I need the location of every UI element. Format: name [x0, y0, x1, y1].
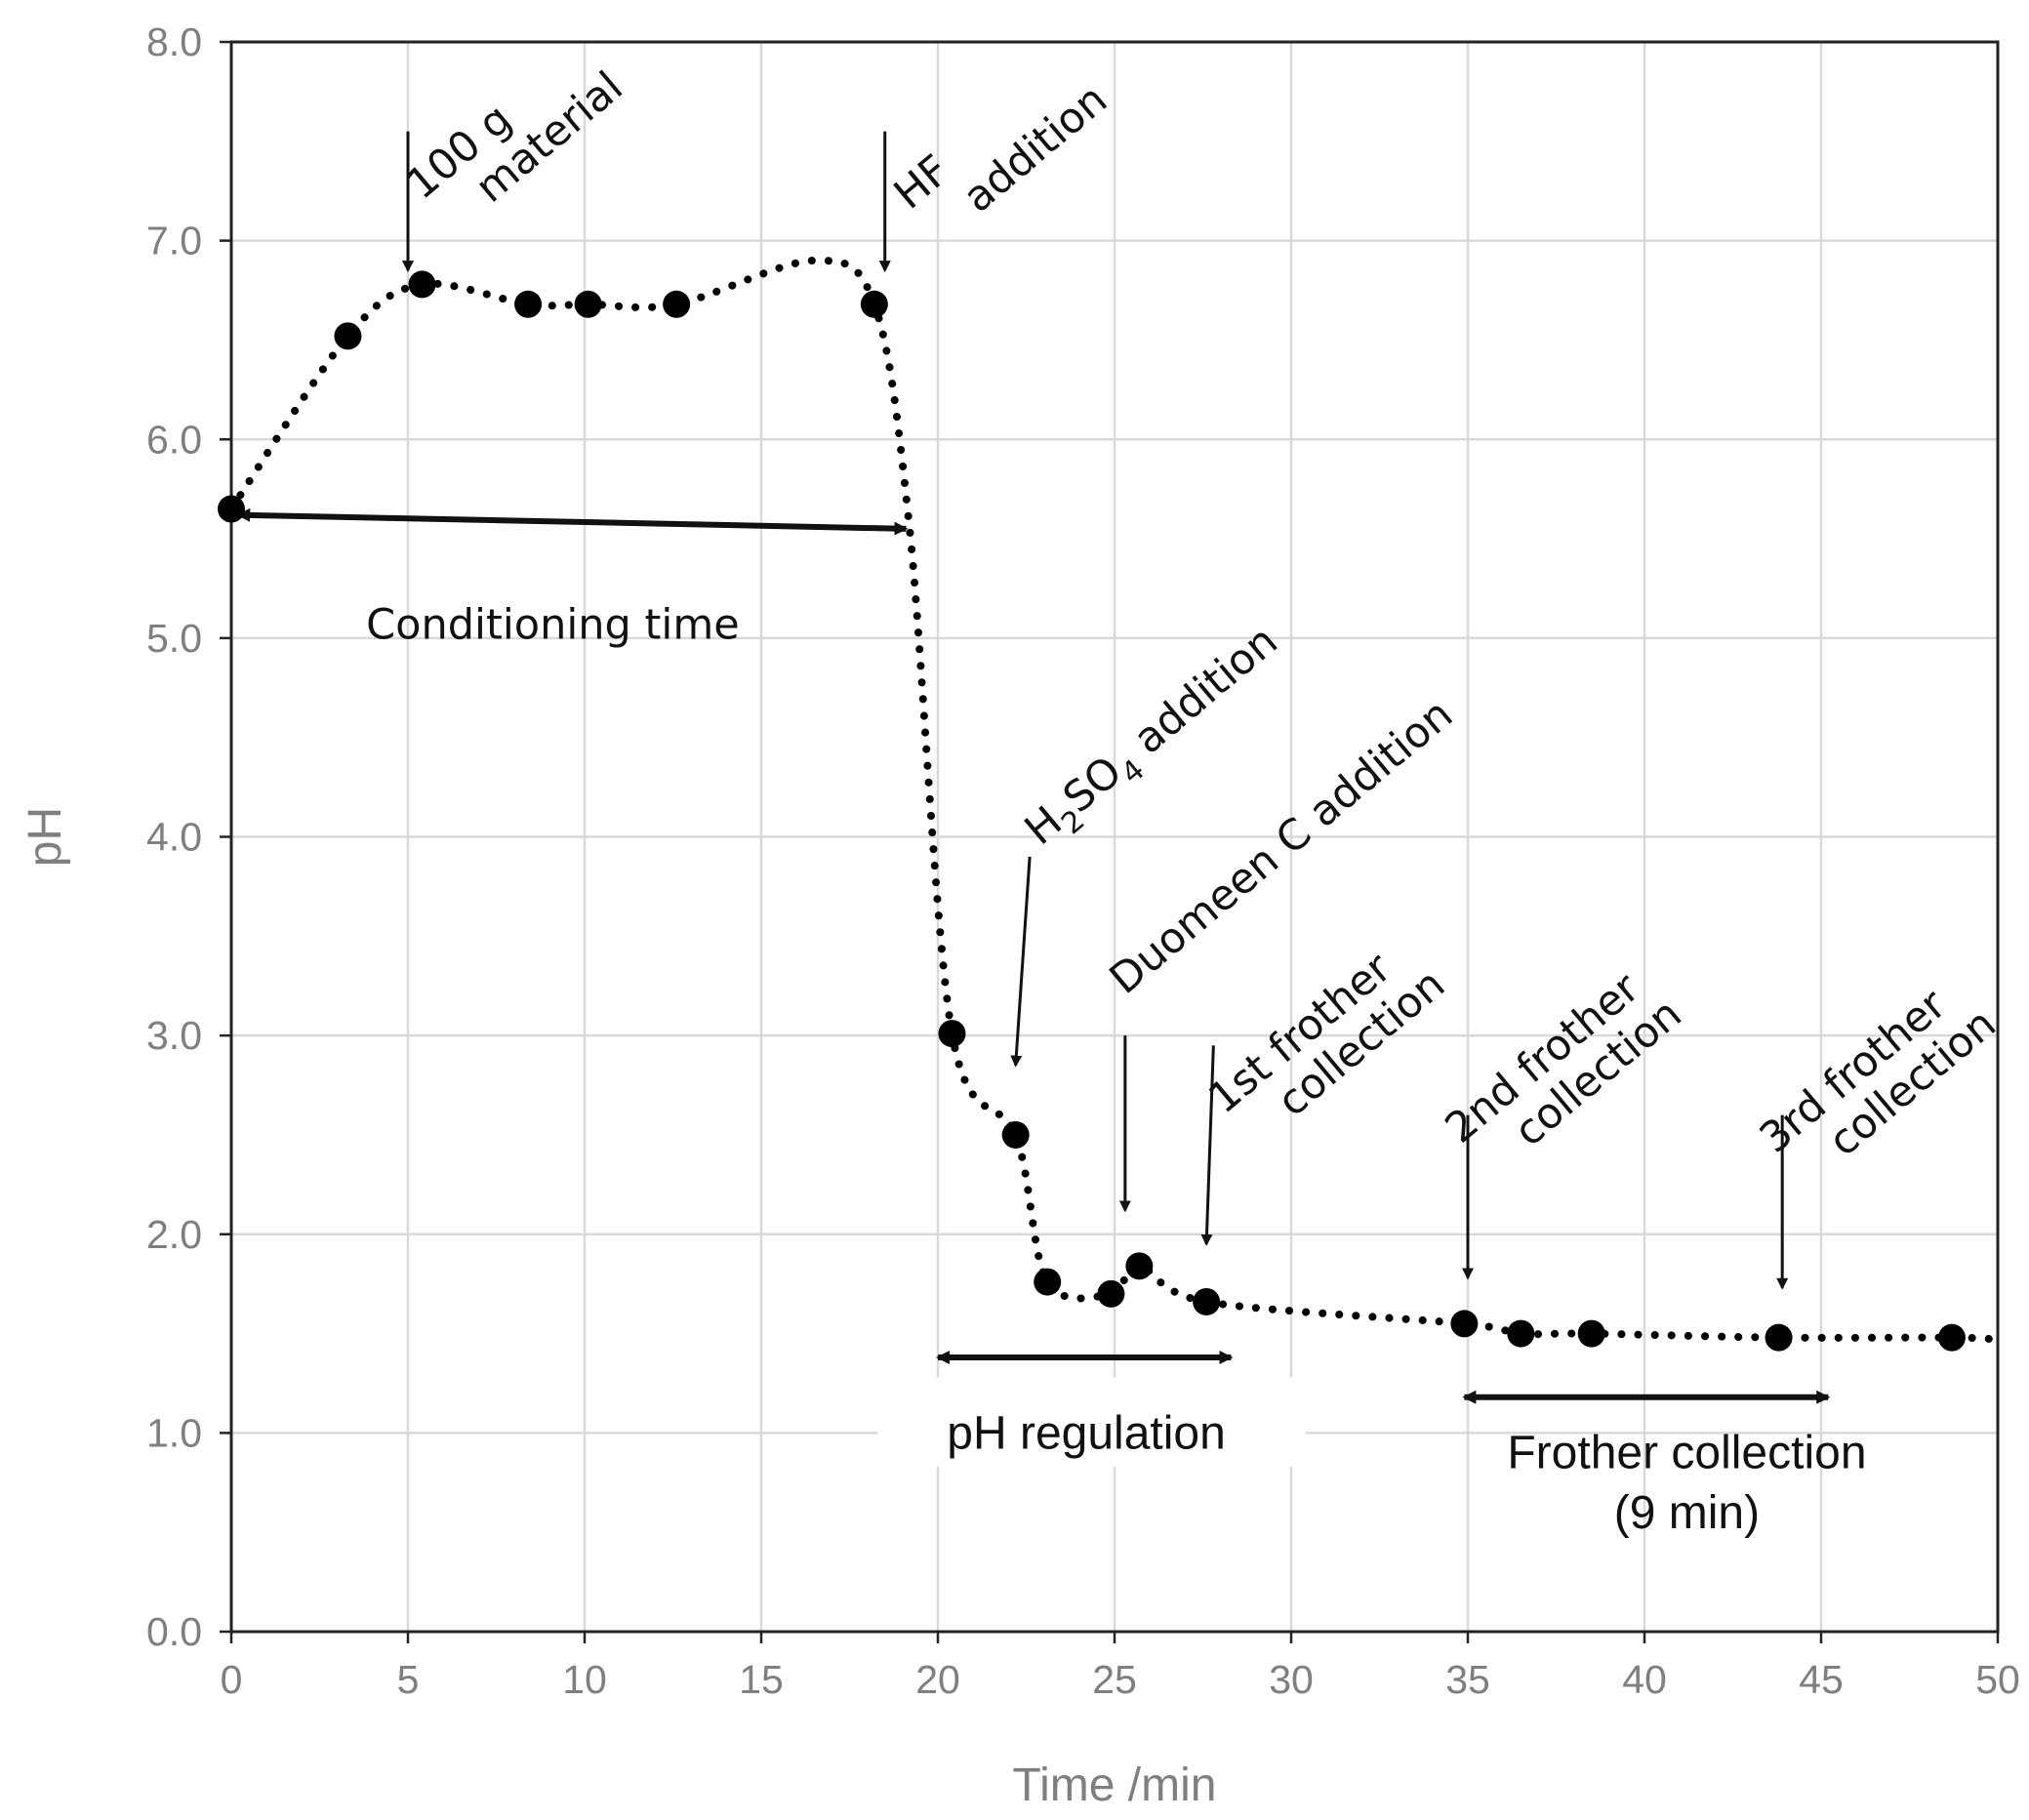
data-series — [218, 256, 2002, 1352]
event-duomeen: Duomeen C addition — [1101, 690, 1462, 1213]
x-tick-label: 25 — [1092, 1657, 1137, 1702]
span-label: Conditioning time — [366, 601, 740, 650]
data-point — [860, 290, 888, 318]
data-point — [1193, 1287, 1221, 1315]
event-arrow — [1010, 856, 1032, 1068]
data-point — [663, 290, 691, 318]
data-point — [408, 270, 436, 299]
y-tick-label: 1.0 — [146, 1410, 202, 1455]
x-tick-label: 40 — [1622, 1657, 1667, 1702]
data-point — [938, 1020, 966, 1048]
y-tick-label: 8.0 — [146, 20, 202, 64]
x-tick-label: 5 — [397, 1657, 420, 1702]
y-tick-label: 2.0 — [146, 1212, 202, 1257]
event-label-line: addition — [954, 75, 1116, 222]
x-tick-label: 10 — [562, 1657, 607, 1702]
x-tick-label: 30 — [1269, 1657, 1314, 1702]
span-sublabel: (9 min) — [1614, 1487, 1760, 1539]
x-tick-label: 45 — [1799, 1657, 1844, 1702]
x-tick-label: 0 — [221, 1657, 243, 1702]
data-point — [1765, 1323, 1793, 1352]
data-point — [1001, 1120, 1030, 1149]
data-point — [334, 322, 362, 350]
data-point — [1097, 1279, 1125, 1308]
x-tick-label: 35 — [1445, 1657, 1490, 1702]
x-axis-title: Time /min — [1013, 1759, 1217, 1811]
x-tick-label: 20 — [915, 1657, 960, 1702]
event-label-text: H2SO4 addition — [1016, 617, 1293, 862]
span-label: Frother collection — [1507, 1428, 1866, 1479]
span-conditioning: Conditioning time — [236, 507, 909, 650]
data-point — [218, 495, 245, 523]
y-tick-label: 5.0 — [146, 616, 202, 661]
data-point — [1577, 1319, 1605, 1348]
y-axis-ticks: 0.0 1.0 2.0 3.0 4.0 5.0 6.0 7.0 8.0 — [146, 20, 231, 1654]
series-line — [227, 256, 2002, 1344]
span-arrow — [236, 507, 909, 536]
y-tick-label: 3.0 — [146, 1013, 202, 1058]
event-label: H2SO4 addition — [1016, 617, 1293, 862]
x-tick-label: 15 — [739, 1657, 784, 1702]
span-ph-regulation: pH regulation — [877, 1350, 1306, 1467]
y-tick-label: 4.0 — [146, 815, 202, 860]
x-tick-label: 50 — [1975, 1657, 2020, 1702]
event-arrow — [1200, 1045, 1215, 1246]
data-point — [574, 290, 602, 318]
span-label: pH regulation — [947, 1407, 1226, 1459]
data-point — [1507, 1319, 1535, 1348]
x-axis-ticks: 0 5 10 15 20 25 30 35 40 45 50 — [221, 1632, 2020, 1702]
data-point — [1034, 1268, 1062, 1296]
formula-tail: addition — [1115, 617, 1287, 773]
data-point — [1125, 1252, 1154, 1280]
y-axis-title: pH — [20, 807, 71, 867]
span-frother-collection: Frother collection (9 min) — [1462, 1390, 1867, 1539]
data-point — [1937, 1323, 1966, 1352]
label-background — [877, 1377, 1306, 1467]
data-point — [514, 290, 543, 318]
y-tick-label: 0.0 — [146, 1609, 202, 1654]
event-label-line: HF — [885, 146, 959, 220]
data-point — [1450, 1310, 1479, 1338]
y-tick-label: 6.0 — [146, 417, 202, 462]
time-span-indicators: Conditioning time pH regulation Frother co… — [236, 507, 1867, 1539]
y-tick-label: 7.0 — [146, 219, 202, 263]
